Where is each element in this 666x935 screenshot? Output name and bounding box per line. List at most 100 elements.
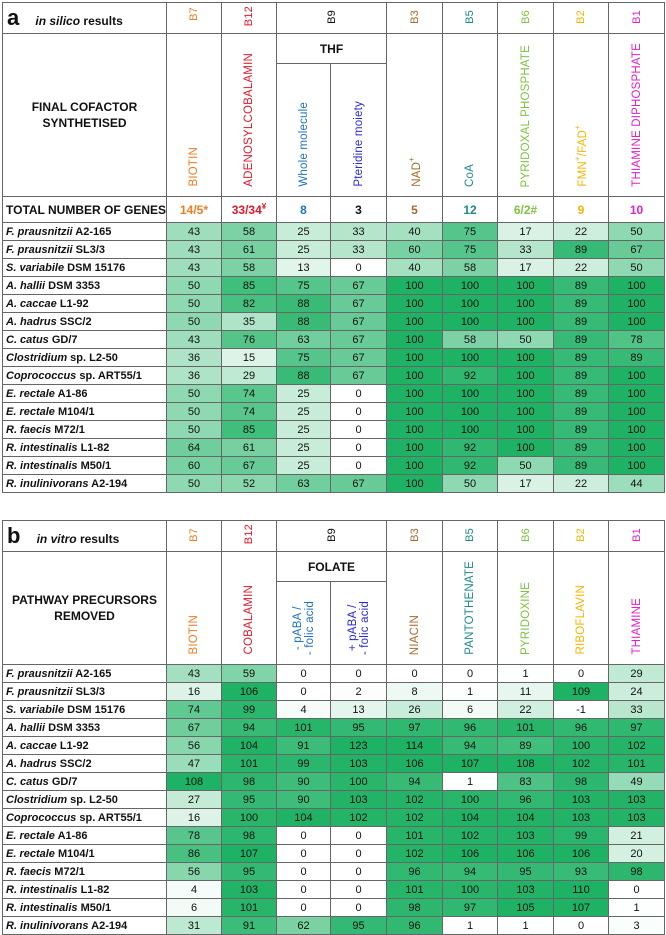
value-cell: 90 xyxy=(276,790,331,809)
value-cell: 50 xyxy=(442,474,498,493)
value-cell: 0 xyxy=(330,844,387,863)
value-cell: 17 xyxy=(497,258,554,277)
strain-label: A. hallii DSM 3353 xyxy=(2,276,167,295)
strain-genus: E. rectale xyxy=(6,847,55,860)
value-cell: 0 xyxy=(553,664,609,683)
strain-genus: R. faecis xyxy=(6,423,52,436)
final-cofactor-header: FINAL COFACTOR SYNTHETISED xyxy=(2,33,167,197)
strain-genus: Clostridium xyxy=(6,793,68,806)
value-cell: 20 xyxy=(608,844,665,863)
strain-id: sp. ART55/1 xyxy=(76,811,142,824)
strain-genus: Clostridium xyxy=(6,351,68,364)
table-row: Coprococcus sp. ART55/1 16 100 104 102 102 104… xyxy=(2,808,665,827)
value-cell: 0 xyxy=(330,898,387,917)
strain-genus: F. prausnitzii xyxy=(6,667,73,680)
strain-genus: A. caccae xyxy=(6,739,57,752)
value-cell: 99 xyxy=(221,700,277,719)
value-cell: 100 xyxy=(497,348,554,367)
strain-label: R. intestinalis L1-82 xyxy=(2,438,167,457)
value-cell: 0 xyxy=(330,438,387,457)
value-cell: 100 xyxy=(386,438,443,457)
value-cell: 89 xyxy=(553,402,609,421)
table-row: A. hadrus SSC/2 50 35 88 67 100 100 100 89 100 xyxy=(2,312,665,331)
strain-id: A2-194 xyxy=(88,477,128,490)
value-cell: 16 xyxy=(166,808,222,827)
value-cell: 91 xyxy=(276,736,331,755)
value-cell: 63 xyxy=(276,330,331,349)
total-genes-value: 10 xyxy=(608,196,665,223)
value-cell: 50 xyxy=(166,402,222,421)
total-genes-value: 9 xyxy=(553,196,609,223)
value-cell: 102 xyxy=(330,808,387,827)
value-cell: 50 xyxy=(608,222,665,241)
value-cell: 100 xyxy=(497,384,554,403)
value-cell: 101 xyxy=(221,754,277,773)
value-cell: 89 xyxy=(553,276,609,295)
value-cell: 67 xyxy=(330,330,387,349)
value-cell: 22 xyxy=(553,222,609,241)
vitamin-code-b12: B12 xyxy=(221,2,277,34)
value-cell: 33 xyxy=(608,700,665,719)
total-genes-value: 5 xyxy=(386,196,443,223)
value-cell: 49 xyxy=(608,772,665,791)
strain-label: Coprococcus sp. ART55/1 xyxy=(2,808,167,827)
table-row: R. inulinivorans A2-194 50 52 63 67 100 50 17 22… xyxy=(2,474,665,493)
value-cell: 60 xyxy=(386,240,443,259)
vitamin-code-b12: B12 xyxy=(221,520,277,552)
strain-label: C. catus GD/7 xyxy=(2,772,167,791)
value-cell: 100 xyxy=(608,384,665,403)
strain-label: R. intestinalis L1-82 xyxy=(2,880,167,899)
value-cell: 100 xyxy=(221,808,277,827)
value-cell: 102 xyxy=(442,826,498,845)
strain-id: DSM 15176 xyxy=(64,703,126,716)
value-cell: 94 xyxy=(442,862,498,881)
strain-label: Clostridium sp. L2-50 xyxy=(2,790,167,809)
value-cell: 50 xyxy=(497,330,554,349)
table-row: R. inulinivorans A2-194 31 91 62 95 96 1 1 0 3 xyxy=(2,916,665,935)
strain-id: SSC/2 xyxy=(56,315,92,328)
value-cell: 103 xyxy=(608,808,665,827)
value-cell: 60 xyxy=(166,456,222,475)
value-cell: 88 xyxy=(276,366,331,385)
value-cell: 96 xyxy=(553,718,609,737)
value-cell: 6 xyxy=(166,898,222,917)
value-cell: 103 xyxy=(553,790,609,809)
value-cell: 1 xyxy=(608,898,665,917)
value-cell: 89 xyxy=(553,438,609,457)
strain-genus: A. hadrus xyxy=(6,315,57,328)
value-cell: 100 xyxy=(608,420,665,439)
value-cell: 92 xyxy=(442,438,498,457)
strain-label: E. rectale M104/1 xyxy=(2,844,167,863)
value-cell: 100 xyxy=(442,348,498,367)
table-row: F. prausnitzii SL3/3 43 61 25 33 60 75 33 89 67 xyxy=(2,240,665,259)
value-cell: 33 xyxy=(497,240,554,259)
strain-genus: E. rectale xyxy=(6,405,55,418)
table-row: C. catus GD/7 43 76 63 67 100 58 50 89 78 xyxy=(2,330,665,349)
table-row: R. intestinalis L1-82 4 103 0 0 101 100 103 110 0 xyxy=(2,880,665,899)
strain-id: L1-82 xyxy=(77,441,110,454)
strain-id: M72/1 xyxy=(51,423,85,436)
table-row: R. intestinalis L1-82 64 61 25 0 100 92 100 89 10… xyxy=(2,438,665,457)
strain-genus: E. rectale xyxy=(6,387,55,400)
value-cell: 102 xyxy=(386,790,443,809)
precursor-plus-paba: + pABA / - folic acid xyxy=(330,581,387,665)
pathway-precursors-header: PATHWAY PRECURSORS REMOVED xyxy=(2,551,167,665)
value-cell: 98 xyxy=(553,772,609,791)
value-cell: 99 xyxy=(553,826,609,845)
value-cell: 0 xyxy=(276,844,331,863)
strain-label: E. rectale M104/1 xyxy=(2,402,167,421)
total-genes-value: 14/5* xyxy=(166,196,222,223)
value-cell: 92 xyxy=(442,456,498,475)
strain-label: F. prausnitzii SL3/3 xyxy=(2,682,167,701)
strain-label: A. hallii DSM 3353 xyxy=(2,718,167,737)
value-cell: 43 xyxy=(166,258,222,277)
value-cell: 89 xyxy=(553,330,609,349)
value-cell: 106 xyxy=(553,844,609,863)
value-cell: 1 xyxy=(497,916,554,935)
strain-id: DSM 15176 xyxy=(64,261,126,274)
value-cell: 0 xyxy=(276,682,331,701)
strain-id: A1-86 xyxy=(54,829,88,842)
value-cell: 35 xyxy=(221,312,277,331)
value-cell: 50 xyxy=(166,312,222,331)
value-cell: 1 xyxy=(442,772,498,791)
